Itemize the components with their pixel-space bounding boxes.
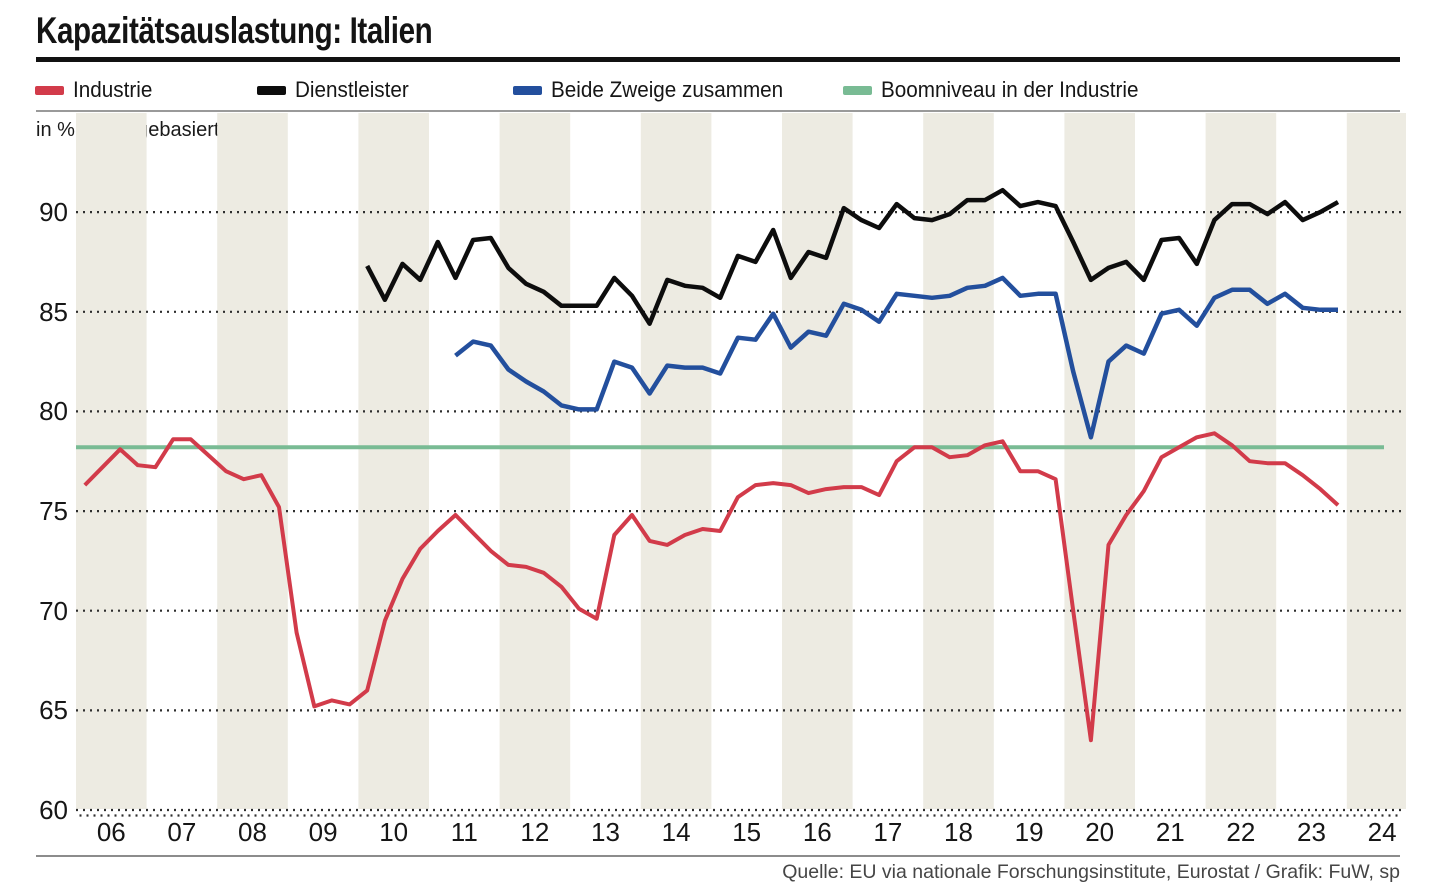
legend-label: Boomniveau in der Industrie [881,77,1139,102]
y-tick-label: 60 [39,795,68,825]
y-tick-label: 65 [39,695,68,726]
x-tick-label: 13 [591,817,620,847]
x-tick-label: 17 [873,817,903,847]
x-tick-label: 15 [732,817,762,847]
y-tick-label: 85 [39,296,68,327]
x-tick-label: 06 [96,817,126,847]
x-tick-label: 07 [167,817,197,847]
source-text: Quelle: EU via nationale Forschungsinsti… [782,861,1400,883]
x-tick-label: 23 [1297,817,1326,847]
x-tick-label: 21 [1155,817,1185,847]
x-tick-label: 20 [1085,817,1115,847]
legend-label: Industrie [73,77,153,102]
legend-item-beide-zweige: Beide Zweige zusammen [513,77,798,103]
x-tick-label: 14 [661,817,691,847]
legend-swatch-beide-zweige [513,85,542,95]
legend-item-dienstleister: Dienstleister [257,77,416,103]
title-divider-rule [36,57,1400,62]
legend-swatch-industrie [35,85,64,95]
legend-swatch-boomniveau [843,85,872,95]
page-title: Kapazitätsauslastung: Italien [36,10,433,51]
source-divider-rule [36,855,1400,857]
x-tick-label: 12 [520,817,550,847]
x-tick-label: 10 [379,817,409,847]
x-tick-label: 22 [1226,817,1256,847]
x-tick-label: 19 [1014,817,1044,847]
legend-label: Dienstleister [295,77,409,102]
y-tick-label: 90 [39,197,68,228]
x-tick-label: 24 [1367,817,1397,847]
legend-label: Beide Zweige zusammen [551,77,784,102]
legend-divider-rule [36,110,1400,112]
x-tick-label: 16 [802,817,832,847]
y-tick-label: 70 [39,595,68,626]
legend-item-industrie: Industrie [35,77,157,103]
y-tick-label: 80 [39,396,68,427]
legend-item-boomniveau: Boomniveau in der Industrie [843,77,1155,103]
x-tick-label: 11 [450,817,478,847]
y-tick-label: 75 [39,496,68,527]
x-tick-label: 18 [944,817,973,847]
x-tick-label: 08 [238,817,267,847]
x-tick-label: 09 [308,817,338,847]
legend-swatch-dienstleister [257,85,286,95]
